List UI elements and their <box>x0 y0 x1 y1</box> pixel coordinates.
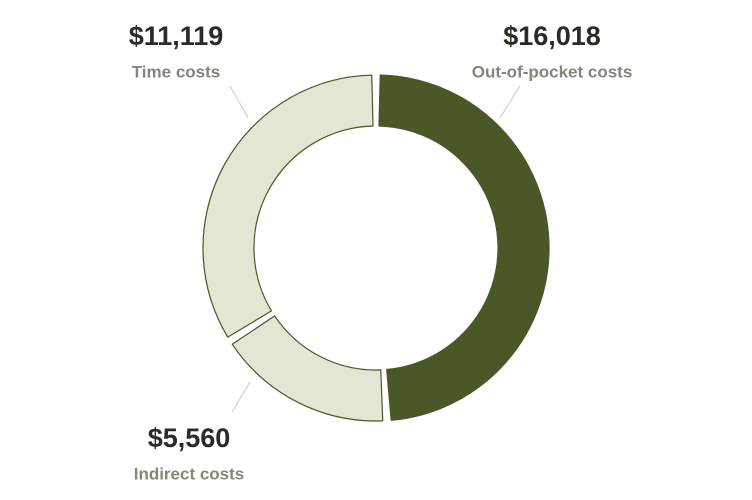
category-label: Time costs <box>132 62 221 81</box>
category-label: Out-of-pocket costs <box>472 62 633 81</box>
donut-segment <box>202 74 374 338</box>
value-label: $16,018 <box>503 21 601 51</box>
value-label: $11,119 <box>129 21 224 51</box>
leader-line <box>229 85 249 119</box>
leader-line <box>499 85 521 119</box>
donut-segment <box>378 74 550 421</box>
category-label: Indirect costs <box>134 464 245 483</box>
value-label: $5,560 <box>148 423 231 453</box>
donut-segment <box>231 315 384 422</box>
leader-line <box>231 381 251 413</box>
